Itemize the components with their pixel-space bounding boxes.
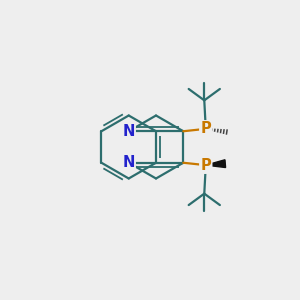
Text: P: P	[200, 158, 211, 173]
Polygon shape	[206, 160, 226, 167]
Text: P: P	[200, 121, 211, 136]
Text: N: N	[122, 155, 135, 170]
Text: N: N	[122, 124, 135, 139]
